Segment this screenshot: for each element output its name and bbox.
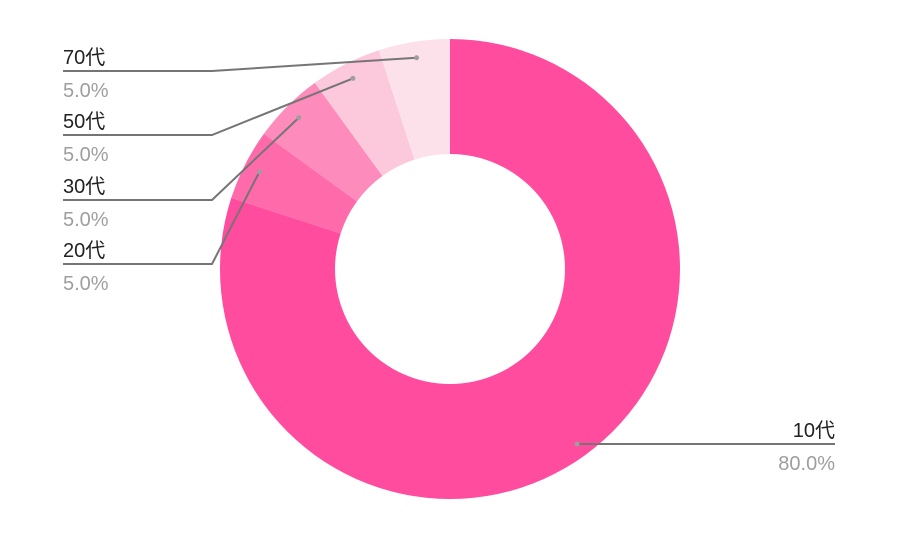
leader-dot: [350, 75, 356, 81]
leader-dot: [296, 115, 302, 121]
slice-percent: 5.0%: [63, 273, 109, 295]
slice-label: 70代: [63, 46, 105, 69]
leader-dot: [256, 169, 262, 175]
leader-dot: [414, 55, 420, 61]
slice-3[interactable]: [263, 82, 383, 202]
slice-percent: 5.0%: [63, 80, 109, 102]
leader-line: [63, 171, 261, 265]
slice-label: 10代: [793, 419, 835, 442]
slice-percent: 5.0%: [63, 209, 109, 231]
slice-percent: 80.0%: [778, 453, 835, 475]
slice-percent: 5.0%: [63, 144, 109, 166]
leader-line: [63, 117, 300, 201]
slice-label: 30代: [63, 175, 105, 198]
slice-label: 20代: [63, 239, 105, 262]
slice-1[interactable]: [219, 39, 681, 499]
slice-5[interactable]: [378, 39, 450, 160]
leader-line: [63, 77, 354, 136]
leader-dot: [574, 441, 580, 447]
slice-label: 50代: [63, 110, 105, 133]
slice-4[interactable]: [314, 50, 415, 176]
slice-2[interactable]: [231, 133, 357, 234]
leader-line: [63, 56, 417, 72]
